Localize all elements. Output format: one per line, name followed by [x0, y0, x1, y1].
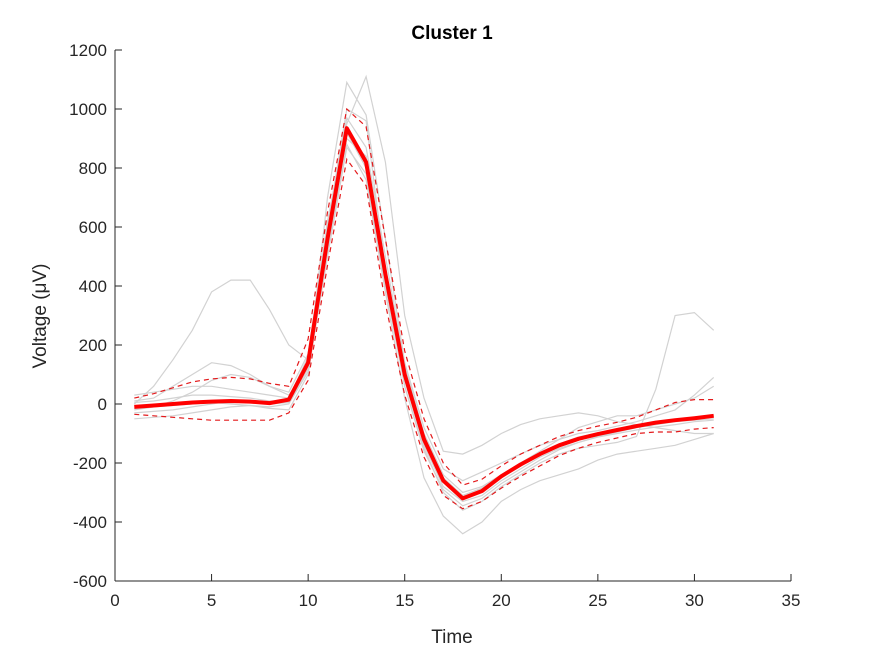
y-tick-label: 1200 — [69, 41, 107, 60]
y-tick-label: 1000 — [69, 100, 107, 119]
axes: 0 5 10 15 20 25 30 35 -600 -400 -200 0 200 400 600 800 1… — [69, 41, 800, 610]
trace-line — [134, 145, 714, 507]
lower-std-line — [134, 157, 714, 510]
trace-lines — [133, 74, 715, 535]
trace-line — [133, 108, 715, 511]
upper-std-line — [134, 107, 714, 486]
chart-title: Cluster 1 — [411, 23, 493, 44]
trace-line — [134, 80, 715, 482]
trace-line — [134, 142, 714, 535]
trace-line — [134, 74, 714, 455]
trace-line — [134, 130, 714, 503]
x-tick-label: 15 — [395, 591, 414, 610]
y-tick-label: -200 — [73, 454, 107, 473]
mean-line-group — [134, 126, 714, 501]
y-tick-label: -400 — [73, 513, 107, 532]
x-tick-label: 0 — [110, 591, 119, 610]
x-tick-label: 35 — [782, 591, 801, 610]
y-tick-label: 800 — [79, 159, 107, 178]
y-tick-label: -600 — [73, 572, 107, 591]
x-tick-label: 10 — [299, 591, 318, 610]
x-tick-label: 5 — [207, 591, 216, 610]
x-tick-label: 20 — [492, 591, 511, 610]
x-axis-label: Time — [431, 627, 473, 648]
std-band-lines — [134, 107, 714, 510]
y-tick-label: 200 — [79, 336, 107, 355]
y-axis-label: Voltage (μV) — [30, 264, 51, 369]
x-tick-label: 30 — [685, 591, 704, 610]
y-tick-label: 400 — [79, 277, 107, 296]
x-tick-label: 25 — [588, 591, 607, 610]
y-tick-label: 600 — [79, 218, 107, 237]
y-tick-label: 0 — [98, 395, 107, 414]
mean-line — [134, 126, 714, 501]
